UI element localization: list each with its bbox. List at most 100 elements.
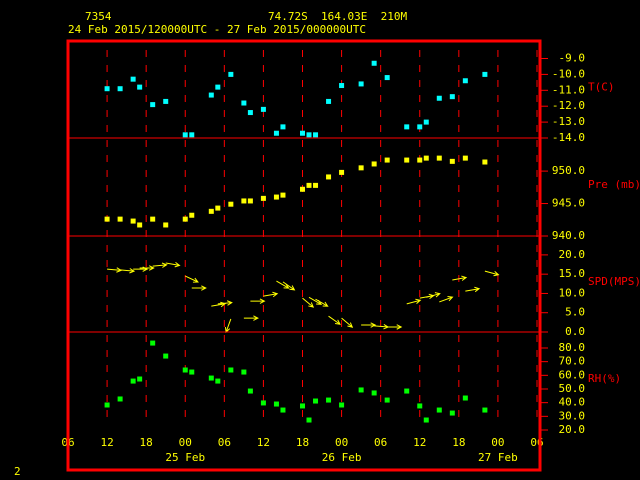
wind-arrow — [276, 280, 290, 289]
data-point — [117, 216, 123, 222]
data-point — [358, 165, 364, 171]
x-tick-label: 12 — [100, 436, 113, 449]
data-point — [436, 95, 442, 101]
data-point — [150, 216, 156, 222]
data-point — [208, 208, 214, 214]
data-point — [423, 417, 429, 423]
wind-arrow — [250, 298, 266, 304]
y-tick-label: -9.0 — [559, 51, 586, 64]
wind-arrow — [328, 315, 341, 325]
y-tick-label: 20.0 — [559, 248, 586, 261]
data-point — [482, 159, 488, 165]
data-point — [137, 376, 143, 382]
data-point — [228, 201, 234, 207]
data-point — [371, 390, 377, 396]
data-point — [117, 86, 123, 92]
data-point — [130, 378, 136, 384]
wind-arrow — [315, 298, 329, 307]
y-tick-label: 0.0 — [565, 325, 585, 338]
data-point — [117, 396, 123, 402]
data-point — [163, 222, 169, 228]
y-tick-label: 15.0 — [559, 267, 586, 280]
y-tick-label: -12.0 — [552, 99, 585, 112]
y-tick-label: 20.0 — [559, 423, 586, 436]
data-point — [247, 388, 253, 394]
data-point — [449, 158, 455, 164]
y-tick-label: 60.0 — [559, 368, 586, 381]
data-point — [358, 387, 364, 393]
wind-arrow — [465, 286, 481, 293]
date-label: 27 Feb — [478, 451, 518, 464]
wind-arrow — [152, 262, 168, 268]
x-tick-label: 18 — [140, 436, 153, 449]
data-point — [104, 216, 110, 222]
data-point — [130, 76, 136, 82]
x-tick-label: 12 — [413, 436, 426, 449]
wind-arrow — [165, 262, 181, 268]
data-point — [228, 367, 234, 373]
plot-frame — [66, 39, 542, 472]
y-tick-label: 945.0 — [552, 197, 585, 210]
wind-arrow — [484, 270, 500, 277]
data-point — [313, 398, 319, 404]
data-point — [280, 124, 286, 130]
data-point — [423, 155, 429, 161]
wind-arrow — [452, 275, 468, 281]
x-tick-label: 06 — [530, 436, 543, 449]
data-point — [215, 84, 221, 90]
data-point — [137, 222, 143, 228]
data-point — [462, 395, 468, 401]
data-point — [228, 71, 234, 77]
data-point — [273, 130, 279, 136]
data-point — [384, 157, 390, 163]
data-point — [404, 124, 410, 130]
station-location: 74.72S 164.03E 210M — [268, 10, 407, 23]
y-tick-label: -13.0 — [552, 115, 585, 128]
y-tick-label: -11.0 — [552, 83, 585, 96]
x-tick-label: 18 — [296, 436, 309, 449]
data-point — [150, 102, 156, 108]
data-point — [371, 60, 377, 66]
data-point — [241, 100, 247, 106]
data-point — [280, 407, 286, 413]
axis-label: Pre (mb) — [588, 178, 640, 191]
data-point — [247, 110, 253, 116]
data-point — [482, 407, 488, 413]
data-point — [482, 71, 488, 77]
data-point — [260, 195, 266, 201]
x-tick-label: 00 — [179, 436, 192, 449]
page-label: 2 — [14, 465, 21, 478]
y-tick-label: 40.0 — [559, 396, 586, 409]
wind-arrow — [426, 292, 441, 298]
axis-label: RH(%) — [588, 372, 621, 385]
data-point — [404, 157, 410, 163]
wind-arrow — [302, 297, 315, 308]
data-point — [241, 369, 247, 375]
data-point — [163, 98, 169, 104]
wind-arrow — [406, 298, 422, 305]
data-point — [247, 198, 253, 204]
data-point — [260, 400, 266, 406]
data-point — [182, 132, 188, 138]
data-point — [462, 78, 468, 84]
data-point — [339, 83, 345, 89]
data-point — [371, 161, 377, 167]
data-point — [449, 94, 455, 100]
axis-label: SPD(MPS) — [588, 275, 640, 288]
data-point — [189, 132, 195, 138]
data-point — [260, 106, 266, 112]
period: 24 Feb 2015/120000UTC - 27 Feb 2015/0000… — [68, 23, 366, 36]
wind-arrow — [139, 265, 155, 271]
y-tick-label: 70.0 — [559, 355, 586, 368]
data-point — [104, 402, 110, 408]
data-point — [215, 378, 221, 384]
data-point — [104, 86, 110, 92]
data-point — [417, 403, 423, 409]
data-point — [130, 218, 136, 224]
data-point — [404, 388, 410, 394]
data-point — [273, 401, 279, 407]
data-point — [313, 182, 319, 188]
y-tick-label: 5.0 — [565, 306, 585, 319]
x-tick-label: 06 — [218, 436, 231, 449]
